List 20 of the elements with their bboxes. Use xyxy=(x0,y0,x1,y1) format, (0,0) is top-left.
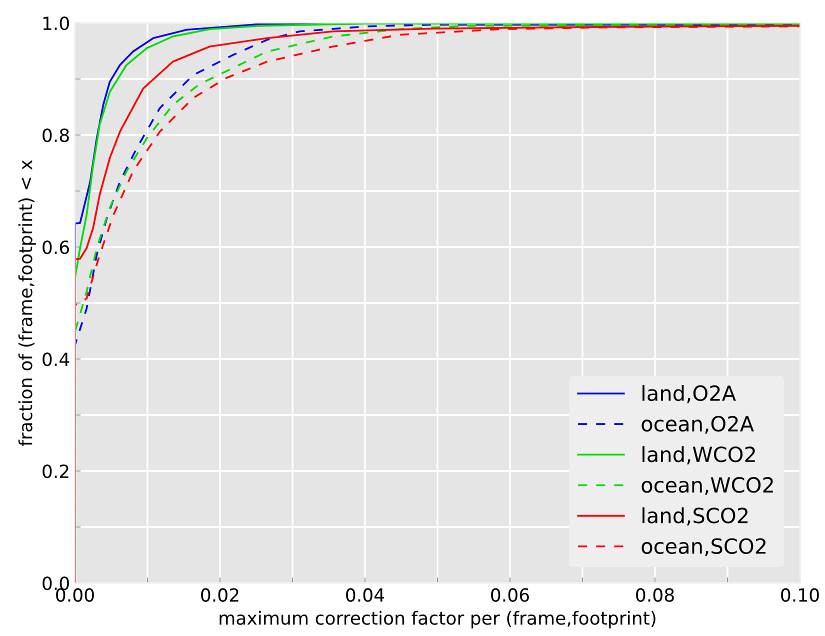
y-tick-label: 0.0 xyxy=(42,576,69,590)
x-tick-label: 0.06 xyxy=(491,588,529,602)
x-axis-title: maximum correction factor per (frame,footprint) xyxy=(220,610,656,628)
x-tick-label: 0.00 xyxy=(56,588,94,602)
legend-label: ocean,O2A xyxy=(642,416,754,434)
legend-label: land,O2A xyxy=(642,384,736,404)
y-tick-label: 0.6 xyxy=(42,240,70,254)
legend-label: ocean,SCO2 xyxy=(642,538,766,556)
legend-label: land,WCO2 xyxy=(642,446,755,464)
y-tick-label: 0.8 xyxy=(42,128,69,142)
x-tick-label: 0.04 xyxy=(346,588,384,602)
legend-label: ocean,WCO2 xyxy=(642,477,773,495)
y-tick-label: 0.4 xyxy=(42,352,70,366)
y-axis-title: fraction of (frame,footprint) < x xyxy=(18,160,36,446)
legend-label: land,SCO2 xyxy=(642,507,748,526)
x-tick-label: 0.08 xyxy=(636,588,674,602)
x-tick-label: 0.02 xyxy=(201,588,238,602)
y-tick-label: 1.0 xyxy=(43,16,69,30)
x-tick-label: 0.10 xyxy=(781,588,819,602)
y-tick-label: 0.2 xyxy=(42,464,68,478)
